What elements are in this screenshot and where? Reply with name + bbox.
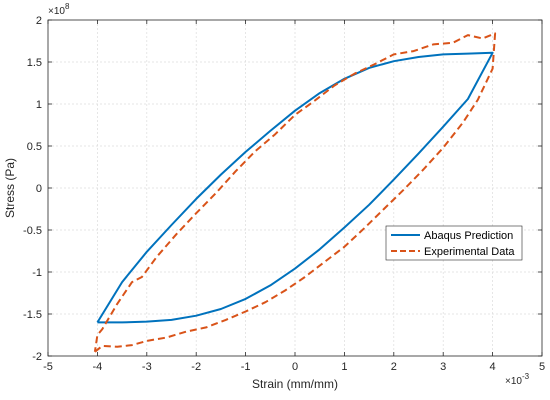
y-tick-label: -1.5 <box>23 309 42 321</box>
x-tick-label: 0 <box>292 361 298 373</box>
y-tick-label: 0 <box>36 183 42 195</box>
x-tick-label: 4 <box>490 361 496 373</box>
y-tick-label: 2 <box>36 15 42 27</box>
series-layer <box>93 32 497 353</box>
legend: Abaqus Prediction Experimental Data <box>385 225 523 261</box>
x-tick-label: 1 <box>341 361 347 373</box>
y-tick-label: -0.5 <box>23 225 42 237</box>
x-tick-label: -3 <box>142 361 152 373</box>
x-tick-labels: -5 -4 -3 -2 -1 0 1 2 3 4 5 <box>43 361 545 373</box>
x-tick-label: -4 <box>93 361 103 373</box>
y-tick-label: 1 <box>36 99 42 111</box>
axis-ticks <box>47 19 543 357</box>
y-tick-label: -1 <box>32 267 42 279</box>
grid-lines <box>48 20 542 356</box>
x-tick-label: -5 <box>43 361 53 373</box>
y-tick-label: 0.5 <box>27 141 42 153</box>
x-tick-label: 5 <box>539 361 545 373</box>
x-tick-label: -1 <box>241 361 251 373</box>
x-axis-label: Strain (mm/mm) <box>252 377 338 391</box>
y-tick-label: 1.5 <box>27 57 42 69</box>
y-tick-labels: -2 -1.5 -1 -0.5 0 0.5 1 1.5 2 <box>23 15 42 363</box>
y-exponent-base: ×10 <box>48 6 65 17</box>
x-exponent-base: ×10 <box>505 376 522 387</box>
x-tick-label: -2 <box>191 361 201 373</box>
x-exponent-power: -3 <box>522 372 530 381</box>
y-axis-label: Stress (Pa) <box>3 158 17 218</box>
x-exponent-label: ×10-3 <box>505 372 530 387</box>
y-tick-label: -2 <box>32 351 42 363</box>
legend-label-experimental: Experimental Data <box>424 246 515 258</box>
y-exponent-power: 8 <box>65 2 70 11</box>
x-tick-label: 2 <box>391 361 397 373</box>
y-exponent-label: ×108 <box>48 2 70 17</box>
legend-label-abaqus: Abaqus Prediction <box>424 230 513 242</box>
series-line-abaqus-prediction <box>96 51 494 324</box>
x-tick-label: 3 <box>440 361 446 373</box>
legend-box <box>385 225 523 261</box>
series-line-experimental-data <box>93 32 497 353</box>
